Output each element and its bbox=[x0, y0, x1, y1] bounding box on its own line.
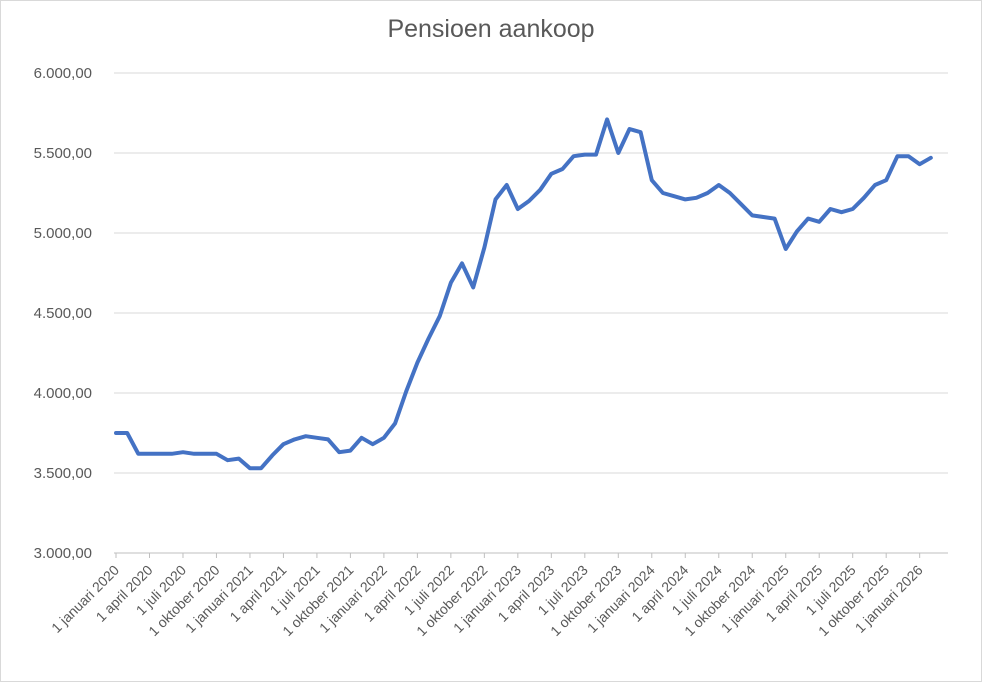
chart-title: Pensioen aankoop bbox=[387, 15, 595, 43]
series-line bbox=[114, 117, 933, 471]
y-tick-label: 5.500,00 bbox=[34, 145, 92, 162]
y-tick-label: 3.500,00 bbox=[34, 465, 92, 482]
y-tick-label: 4.000,00 bbox=[34, 385, 92, 402]
y-tick-label: 3.000,00 bbox=[34, 545, 92, 562]
y-tick-label: 4.500,00 bbox=[34, 305, 92, 322]
y-tick-label: 5.000,00 bbox=[34, 225, 92, 242]
y-tick-label: 6.000,00 bbox=[34, 65, 92, 82]
